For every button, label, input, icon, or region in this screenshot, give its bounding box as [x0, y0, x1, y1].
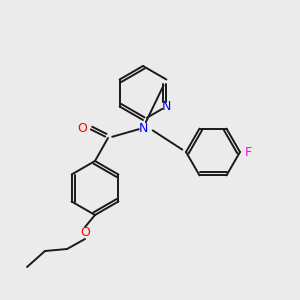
Text: N: N — [138, 122, 148, 134]
Text: O: O — [77, 122, 87, 134]
Text: F: F — [244, 146, 252, 158]
Text: O: O — [80, 226, 90, 239]
Text: N: N — [162, 100, 171, 113]
